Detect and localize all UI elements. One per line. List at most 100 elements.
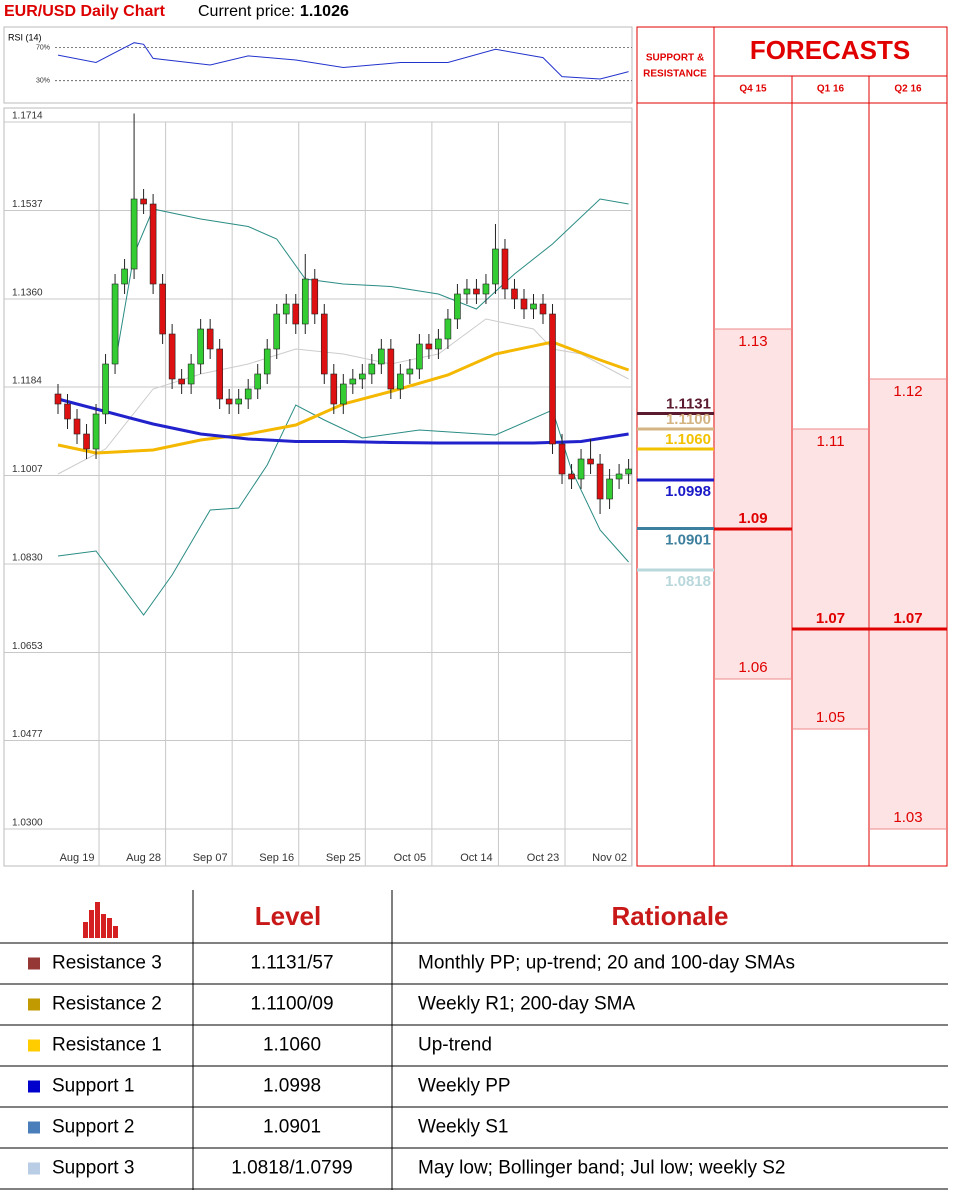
forecast-range [870,379,946,829]
candle-body [406,368,414,375]
y-tick-label: 1.1714 [12,111,43,122]
candle-body [577,458,585,480]
row-level: 1.1100/09 [250,994,333,1015]
row-name: Resistance 1 [52,1035,162,1056]
forecast-label: 1.13 [738,333,767,350]
candle-body [301,278,309,325]
candle-body [102,363,109,415]
column-header: Q4 15 [739,84,767,95]
x-tick-label: Sep 16 [259,852,294,864]
forecast-range [793,429,868,729]
price-label: Current price: [198,3,295,20]
forecast-title: FORECASTS [750,35,910,65]
candle-body [130,198,138,270]
table-header: Rationale [611,901,728,931]
overlay-line [114,198,629,365]
candle-body [425,343,433,350]
candle-body [558,443,566,475]
candle-body [225,398,233,405]
row-level: 1.0901 [263,1117,321,1138]
row-name: Resistance 2 [52,994,162,1015]
forecast-label: 1.05 [816,709,845,726]
forecast-label: 1.07 [893,610,922,627]
icon-bar [95,902,100,938]
icon-bar [83,922,88,938]
x-tick-label: Oct 14 [460,852,492,864]
row-rationale: Up-trend [418,1035,492,1056]
x-tick-label: Sep 25 [326,852,361,864]
row-level: 1.0998 [263,1076,321,1097]
x-tick-label: Oct 05 [394,852,426,864]
candle-body [625,468,632,475]
candle-body [568,473,575,480]
candle-body [54,393,62,405]
candle-body [416,343,423,370]
level-label: 1.1060 [665,431,711,448]
row-rationale: Weekly R1; 200-day SMA [418,994,636,1015]
forecast-label: 1.09 [738,510,767,527]
candle-body [140,198,147,205]
candle-body [311,278,319,315]
row-rationale: May low; Bollinger band; Jul low; weekly… [418,1158,786,1179]
candle-body [187,363,195,385]
candle-body [482,283,490,295]
candle-body [530,303,537,310]
row-rationale: Monthly PP; up-trend; 20 and 100-day SMA… [418,953,795,974]
row-name: Support 1 [52,1076,134,1097]
candle-body [492,248,499,285]
chart-title: EUR/USD Daily Chart [4,3,166,20]
candle-body [349,378,357,385]
rsi-frame [3,26,633,104]
candle-body [282,303,290,315]
candle-body [292,303,300,325]
candle-body [178,378,185,385]
row-rationale: Weekly S1 [418,1117,508,1138]
rsi-tick-label: 70% [36,44,50,51]
y-tick-label: 1.0653 [12,641,43,652]
price-value: 1.1026 [300,3,349,20]
level-swatch [28,1121,40,1134]
table-icon [83,902,118,938]
candle-body [111,283,119,365]
level-swatch [28,957,40,970]
column-header: Q1 16 [817,84,845,95]
x-tick-label: Oct 23 [527,852,559,864]
rsi-title: RSI (14) [8,32,42,42]
level-swatch [28,998,40,1011]
icon-bar [107,918,112,938]
candle-body [520,298,528,310]
candle-body [83,433,90,450]
x-tick-label: Aug 28 [126,852,161,864]
candle-body [606,478,613,500]
x-tick-label: Nov 02 [592,852,627,864]
y-tick-label: 1.1007 [12,464,43,475]
y-tick-label: 1.1360 [12,288,43,299]
candle-body [435,338,442,350]
column-header: Q2 16 [894,84,922,95]
candle-body [596,463,604,500]
row-level: 1.0818/1.0799 [231,1158,353,1179]
overlay-line [57,397,629,445]
candle-body [501,248,509,290]
level-label: 1.1131 [666,395,711,412]
icon-bar [101,914,106,938]
candle-body [463,288,471,295]
level-label: 1.0818 [665,573,711,590]
rsi-tick-label: 30% [36,78,50,85]
panel-title: SUPPORT & [646,53,704,64]
candle-body [206,328,214,350]
candle-body [473,288,480,295]
forecast-label: 1.11 [816,433,844,450]
icon-bar [113,926,118,938]
panel-title: RESISTANCE [643,69,707,80]
forecast-range [715,329,791,679]
x-tick-label: Aug 19 [60,852,95,864]
level-label: 1.0901 [665,531,711,548]
candle-body [511,288,518,300]
level-label: 1.1100 [666,411,711,428]
y-tick-label: 1.0477 [12,729,43,740]
candle-body [615,473,623,480]
row-level: 1.1131/57 [250,953,333,974]
candle-body [216,348,223,400]
